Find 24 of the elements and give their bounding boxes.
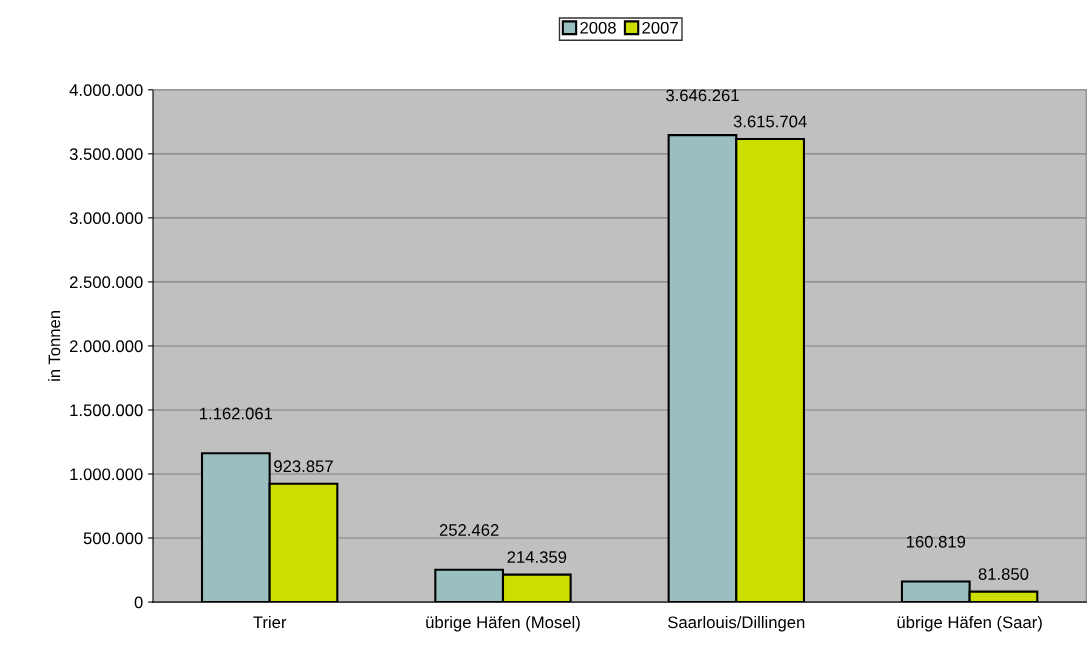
data-label: 3.646.261	[666, 89, 739, 102]
data-label: 81.850	[978, 568, 1029, 580]
data-label: 923.857	[274, 460, 333, 473]
data-label: 1.162.061	[200, 407, 273, 420]
legend-label: 2008	[580, 21, 616, 34]
x-tick-label: Trier	[253, 615, 287, 629]
x-tick-label: übrige Häfen (Saar)	[897, 615, 1042, 632]
y-tick-label: 1.500.000	[70, 404, 143, 417]
y-tick-label: 500.000	[83, 532, 143, 545]
y-tick-label: 3.500.000	[69, 148, 143, 161]
data-label: 252.462	[439, 524, 499, 536]
y-tick-label: 1.000.000	[70, 468, 143, 481]
data-label: 214.359	[507, 551, 567, 563]
y-tick-label: 4.000.000	[69, 84, 143, 96]
y-axis-title: in Tonnen	[48, 311, 61, 381]
y-tick-label: 3.000.000	[69, 212, 143, 225]
x-tick-label: Saarlouis/Dillingen	[668, 615, 805, 632]
x-tick-label: übrige Häfen (Mosel)	[426, 615, 580, 632]
legend-label: 2007	[642, 21, 678, 34]
y-tick-label: 2.500.000	[69, 276, 143, 289]
y-tick-label: 0	[134, 596, 143, 609]
data-label: 160.819	[906, 535, 966, 548]
data-label: 3.615.704	[733, 115, 807, 128]
y-tick-label: 2.000.000	[69, 340, 143, 353]
